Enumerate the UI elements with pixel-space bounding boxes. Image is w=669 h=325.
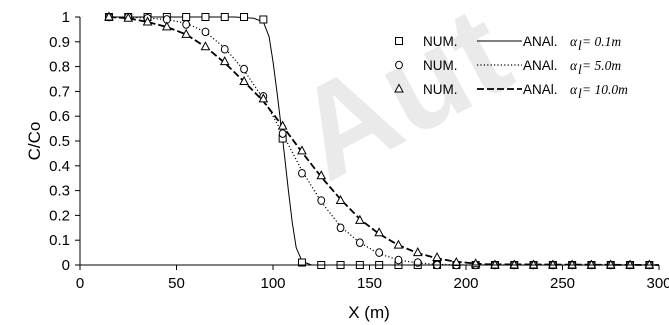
point-triangle (451, 256, 462, 267)
legend-alpha-symbol: α (570, 58, 578, 73)
y-tick-label: 0.4 (49, 158, 70, 175)
point-square (259, 15, 268, 24)
legend-num-label: NUM. (423, 34, 458, 49)
point-triangle (239, 75, 249, 85)
legend-marker-circle (395, 60, 403, 70)
legend-marker-square (395, 37, 403, 45)
point-circle (375, 248, 384, 257)
point-circle (240, 64, 248, 74)
point-square (182, 13, 191, 21)
point-circle (298, 168, 306, 178)
legend-num-label: NUM. (423, 58, 458, 73)
y-axis-title: C/Co (25, 122, 44, 161)
point-triangle (605, 259, 616, 269)
legend-alpha-subscript: l (578, 86, 582, 101)
legend-anal-label: ANAl. (523, 82, 558, 97)
point-triangle (200, 41, 211, 51)
point-triangle (219, 56, 230, 66)
legend-anal-label: ANAl. (523, 58, 558, 73)
y-tick-label: 0.7 (49, 83, 70, 100)
point-triangle (490, 259, 500, 269)
point-triangle (355, 214, 365, 224)
point-triangle (625, 259, 635, 269)
point-square (240, 13, 249, 21)
point-triangle (432, 251, 442, 262)
legend-alpha-value: = 10.0m (582, 82, 628, 97)
point-triangle (104, 11, 114, 21)
point-triangle (412, 247, 423, 257)
legend-alpha-symbol: α (570, 34, 578, 49)
legend-num-label: NUM. (423, 82, 458, 97)
legend-anal-label: ANAl. (523, 34, 558, 49)
point-triangle (277, 120, 288, 130)
x-tick-label: 0 (76, 275, 84, 292)
y-tick-label: 0.2 (49, 207, 70, 224)
point-triangle (644, 259, 655, 269)
x-tick-label: 100 (260, 275, 285, 292)
point-triangle (258, 93, 269, 103)
point-triangle (509, 259, 520, 269)
point-triangle (123, 12, 134, 22)
legend-entry: NUM. ANAl. α l = 0.1m (395, 34, 621, 53)
legend-marker-triangle (394, 83, 404, 93)
y-tick-label: 1 (62, 9, 70, 26)
point-circle (355, 238, 364, 247)
point-triangle (586, 259, 597, 269)
point-triangle (528, 259, 539, 269)
point-triangle (567, 259, 577, 269)
point-triangle (335, 194, 346, 205)
x-tick-label: 150 (357, 275, 382, 292)
point-circle (201, 27, 210, 37)
point-circle (317, 196, 326, 205)
legend-alpha-subscript: l (578, 38, 582, 53)
point-triangle (548, 259, 558, 269)
y-tick-label: 0.5 (49, 133, 70, 150)
point-circle (394, 255, 403, 265)
point-square (297, 258, 306, 267)
x-tick-label: 250 (550, 275, 575, 292)
legend-alpha-symbol: α (570, 82, 578, 97)
point-triangle (316, 170, 327, 180)
point-triangle (393, 239, 404, 249)
point-circle (413, 258, 422, 267)
x-tick-label: 200 (453, 275, 478, 292)
point-circle (220, 44, 229, 54)
legend-alpha-subscript: l (578, 62, 582, 77)
legend-entry: NUM. ANAl. α l = 5.0m (395, 58, 621, 77)
point-square (201, 13, 210, 21)
point-triangle (162, 21, 172, 31)
point-triangle (142, 16, 153, 26)
y-tick-label: 0.8 (49, 59, 70, 76)
legend-alpha-value: = 0.1m (582, 34, 621, 49)
x-axis-title: X (m) (348, 303, 390, 322)
legend-alpha-value: = 5.0m (582, 58, 621, 73)
point-circle (336, 223, 345, 233)
y-tick-label: 0.3 (49, 183, 70, 200)
x-tick-label: 50 (168, 275, 185, 292)
y-tick-label: 0.6 (49, 108, 70, 125)
point-circle (278, 129, 287, 138)
x-tick-label: 300 (646, 275, 669, 292)
y-tick-label: 0 (62, 257, 70, 274)
y-tick-label: 0.1 (49, 232, 70, 249)
point-square (220, 13, 229, 21)
point-triangle (374, 227, 384, 237)
point-circle (182, 20, 191, 29)
point-triangle (297, 145, 307, 155)
y-tick-label: 0.9 (49, 34, 70, 51)
legend-entry: NUM. ANAl. α l = 10.0m (394, 82, 628, 101)
watermark: Aut (272, 0, 532, 208)
point-triangle (181, 28, 191, 38)
axes: 0 50 100 150 200 250 300 0 0.1 0.2 0.3 0.4 0.5 0.6 0.7… (49, 9, 669, 292)
